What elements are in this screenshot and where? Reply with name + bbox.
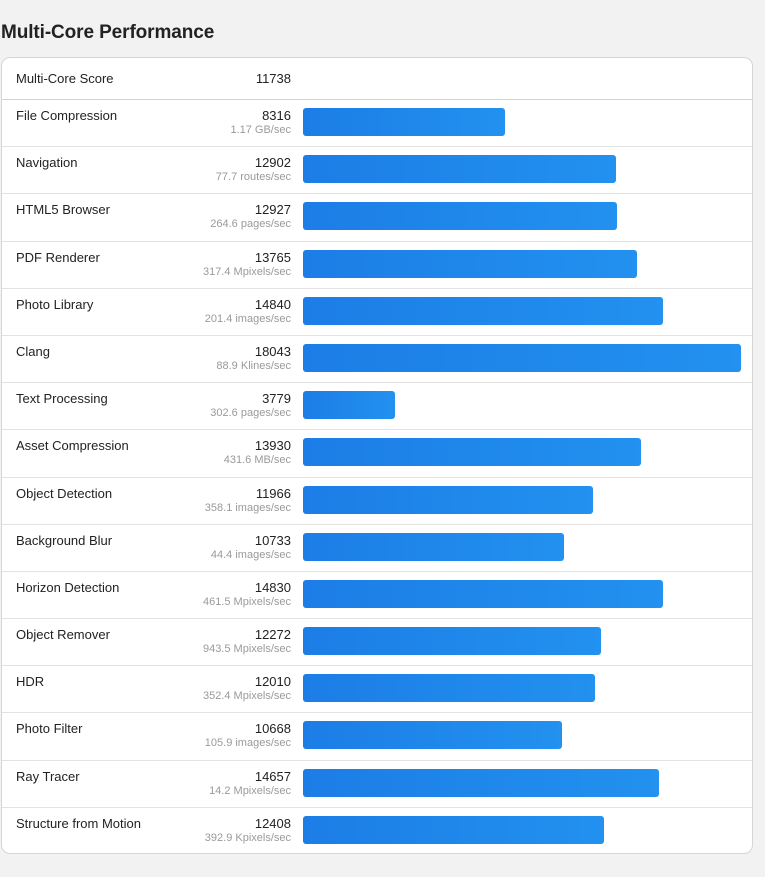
benchmark-row: HDR 12010 352.4 Mpixels/sec (2, 666, 752, 714)
benchmark-name: HDR (16, 674, 45, 690)
benchmark-bar (303, 249, 637, 278)
benchmark-name: Object Detection (16, 485, 113, 501)
benchmark-row: Clang 18043 88.9 Klines/sec (2, 336, 752, 384)
benchmark-row: Horizon Detection 14830 461.5 Mpixels/sec (2, 572, 752, 620)
benchmark-row: Photo Library 14840 201.4 images/sec (2, 289, 752, 336)
multi-core-score-label: Multi-Core Score (16, 71, 114, 86)
benchmark-score: 12408 (254, 815, 291, 831)
benchmark-row: File Compression 8316 1.17 GB/sec (2, 100, 752, 148)
benchmark-name: Structure from Motion (16, 815, 141, 831)
benchmark-bar (303, 485, 593, 514)
benchmark-name: Ray Tracer (16, 768, 80, 784)
benchmark-rate: 358.1 images/sec (204, 501, 291, 514)
benchmark-name: Object Remover (16, 627, 110, 643)
benchmark-score: 12010 (254, 674, 291, 690)
benchmark-score: 8316 (262, 108, 291, 123)
benchmark-score: 14840 (254, 296, 291, 312)
benchmark-rate: 317.4 Mpixels/sec (202, 265, 291, 278)
benchmark-rate: 943.5 Mpixels/sec (202, 643, 291, 656)
benchmark-bar (303, 579, 663, 608)
benchmark-row: Object Remover 12272 943.5 Mpixels/sec (2, 619, 752, 667)
benchmark-bar (303, 438, 641, 467)
benchmark-name: Asset Compression (16, 438, 129, 454)
benchmark-row: Ray Tracer 14657 14.2 Mpixels/sec (2, 761, 752, 808)
benchmark-row: Photo Filter 10668 105.9 images/sec (2, 713, 752, 761)
results-card: Multi-Core Score 11738 File Compression 8… (1, 57, 753, 854)
benchmark-rate: 44.4 images/sec (210, 548, 291, 561)
benchmark-name: Photo Filter (16, 721, 83, 737)
benchmark-bar (303, 343, 741, 372)
benchmark-rate: 352.4 Mpixels/sec (202, 690, 291, 703)
benchmark-score: 14830 (254, 579, 291, 595)
benchmark-score: 10733 (254, 532, 291, 548)
benchmark-row: Structure from Motion 12408 392.9 Kpixels/… (2, 808, 752, 853)
benchmark-name: Photo Library (16, 296, 94, 312)
benchmark-score: 14657 (254, 768, 291, 784)
benchmark-bar (303, 155, 616, 184)
benchmark-score: 13930 (254, 438, 291, 454)
benchmark-bar (303, 391, 395, 420)
benchmark-name: File Compression (16, 108, 118, 123)
benchmark-rate: 392.9 Kpixels/sec (204, 831, 291, 844)
benchmark-bar (303, 532, 564, 561)
page-title: Multi-Core Performance (1, 22, 215, 43)
benchmark-score: 11966 (255, 485, 291, 501)
benchmark-bar (303, 721, 562, 750)
multi-core-score-value: 11738 (255, 71, 291, 86)
benchmark-row: HTML5 Browser 12927 264.6 pages/sec (2, 194, 752, 242)
benchmark-score: 12927 (254, 202, 291, 218)
benchmark-bar (303, 202, 617, 231)
benchmark-name: HTML5 Browser (16, 202, 110, 218)
benchmark-row: PDF Renderer 13765 317.4 Mpixels/sec (2, 242, 752, 289)
benchmark-rate: 302.6 pages/sec (210, 407, 291, 420)
benchmark-bar (303, 674, 595, 703)
benchmark-bar (303, 108, 505, 136)
benchmark-rate: 461.5 Mpixels/sec (202, 595, 291, 608)
benchmark-row: Background Blur 10733 44.4 images/sec (2, 525, 752, 572)
benchmark-bar (303, 627, 601, 656)
benchmark-rate: 201.4 images/sec (204, 312, 291, 325)
benchmark-score: 13765 (254, 249, 291, 265)
benchmark-score: 3779 (262, 391, 291, 407)
benchmark-bar (303, 296, 663, 325)
benchmark-row: Navigation 12902 77.7 routes/sec (2, 147, 752, 195)
benchmark-rate: 264.6 pages/sec (210, 218, 291, 231)
benchmark-row: Object Detection 11966 358.1 images/sec (2, 478, 752, 525)
benchmark-rate: 77.7 routes/sec (215, 171, 291, 184)
benchmark-rate: 1.17 GB/sec (230, 124, 291, 136)
benchmark-row: Text Processing 3779 302.6 pages/sec (2, 383, 752, 431)
benchmark-bar (303, 768, 659, 797)
benchmark-rate: 431.6 MB/sec (223, 454, 291, 467)
benchmark-score: 12272 (254, 627, 291, 643)
benchmark-rate: 88.9 Klines/sec (216, 359, 291, 372)
benchmark-rate: 105.9 images/sec (204, 737, 291, 750)
benchmark-rows: File Compression 8316 1.17 GB/sec Navigatio… (2, 100, 752, 853)
benchmark-name: Text Processing (16, 391, 108, 407)
benchmark-row: Asset Compression 13930 431.6 MB/sec (2, 430, 752, 478)
benchmark-name: PDF Renderer (16, 249, 100, 265)
benchmark-name: Horizon Detection (16, 579, 120, 595)
benchmark-rate: 14.2 Mpixels/sec (209, 784, 291, 797)
multi-core-score-row: Multi-Core Score 11738 (2, 58, 752, 100)
benchmark-name: Background Blur (16, 532, 113, 548)
benchmark-score: 10668 (254, 721, 291, 737)
benchmark-bar (303, 815, 604, 844)
benchmark-name: Clang (16, 343, 50, 359)
benchmark-score: 12902 (254, 155, 291, 171)
benchmark-score: 18043 (254, 343, 291, 359)
benchmark-name: Navigation (16, 155, 78, 171)
